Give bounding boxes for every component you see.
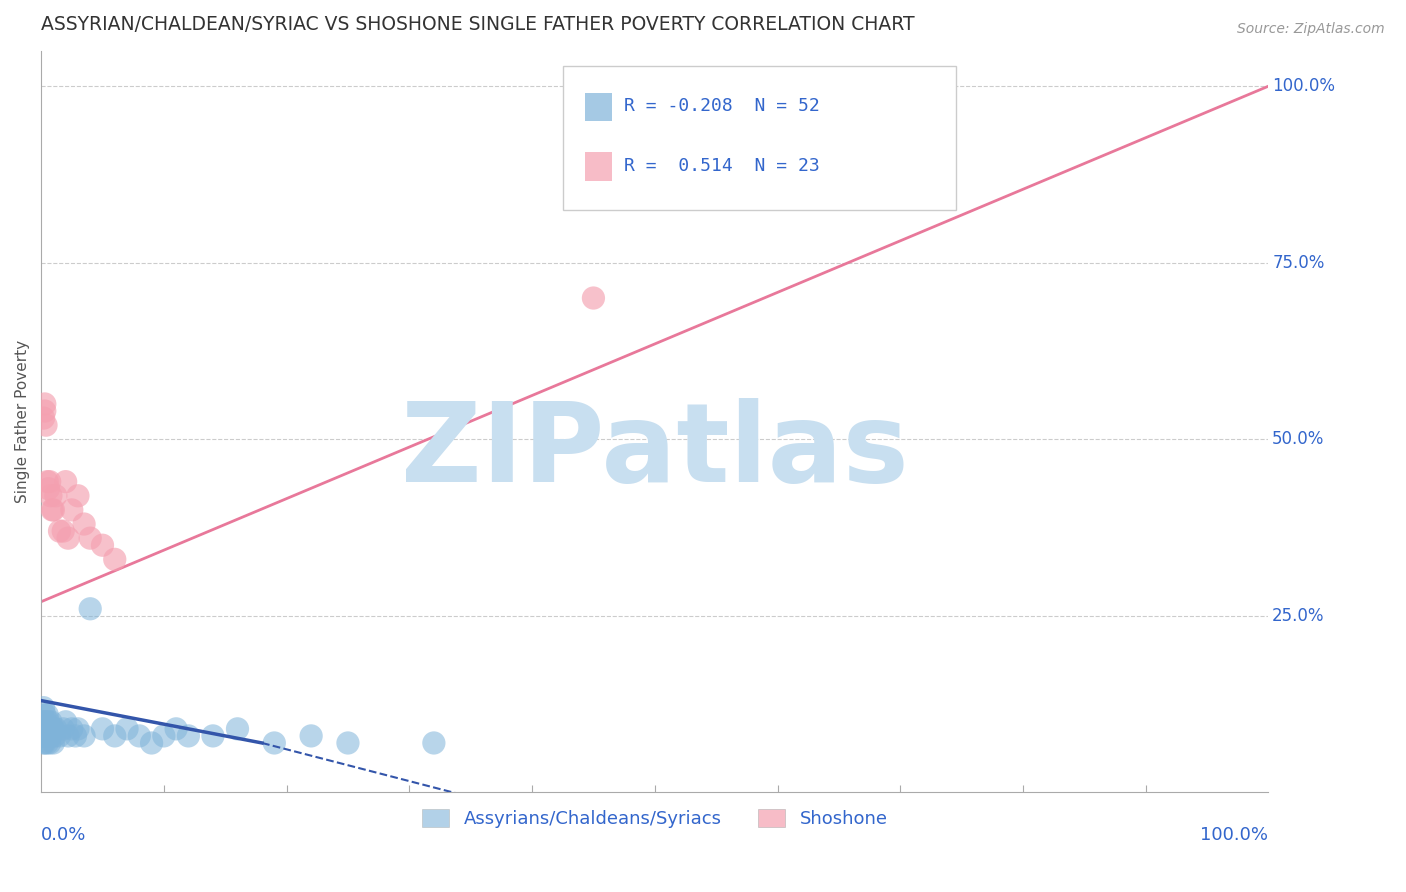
- Point: [44, 729, 66, 743]
- Point: [52, 524, 75, 538]
- Point: [34, 722, 56, 736]
- Point: [38, 722, 60, 736]
- Point: [35, 722, 58, 736]
- Text: 50.0%: 50.0%: [1272, 430, 1324, 449]
- Point: [60, 722, 83, 736]
- Point: [55, 475, 77, 489]
- Point: [65, 729, 87, 743]
- Point: [38, 736, 60, 750]
- Point: [37, 714, 59, 729]
- Point: [37, 736, 59, 750]
- Point: [37, 729, 59, 743]
- Bar: [585, 153, 612, 180]
- Y-axis label: Single Father Poverty: Single Father Poverty: [15, 340, 30, 503]
- Point: [38, 475, 60, 489]
- Point: [32, 722, 55, 736]
- Point: [91, 538, 114, 552]
- Point: [32, 736, 55, 750]
- Point: [35, 729, 58, 743]
- Point: [34, 404, 56, 418]
- Point: [34, 729, 56, 743]
- Point: [32, 729, 55, 743]
- Point: [201, 729, 224, 743]
- Point: [73, 516, 96, 531]
- Point: [141, 736, 163, 750]
- Point: [115, 722, 138, 736]
- Point: [60, 503, 83, 517]
- Point: [423, 736, 446, 750]
- Point: [48, 729, 70, 743]
- Point: [889, 164, 911, 178]
- Text: 25.0%: 25.0%: [1272, 607, 1324, 624]
- Point: [39, 714, 62, 729]
- Text: 0.0%: 0.0%: [41, 826, 87, 844]
- Text: Source: ZipAtlas.com: Source: ZipAtlas.com: [1237, 22, 1385, 37]
- Text: R = -0.208  N = 52: R = -0.208 N = 52: [624, 97, 820, 115]
- Text: R =  0.514  N = 23: R = 0.514 N = 23: [624, 157, 820, 175]
- Point: [104, 729, 127, 743]
- Point: [153, 729, 176, 743]
- Text: 100.0%: 100.0%: [1272, 77, 1336, 95]
- Point: [39, 489, 62, 503]
- Point: [31, 714, 53, 729]
- Point: [39, 729, 62, 743]
- Point: [42, 722, 65, 736]
- Point: [226, 722, 249, 736]
- Point: [104, 552, 127, 566]
- Point: [128, 729, 150, 743]
- Point: [73, 729, 96, 743]
- Point: [56, 729, 79, 743]
- Text: ZIPatlas: ZIPatlas: [401, 398, 908, 505]
- Point: [263, 736, 285, 750]
- Text: 75.0%: 75.0%: [1272, 253, 1324, 272]
- Point: [91, 722, 114, 736]
- Text: 100.0%: 100.0%: [1201, 826, 1268, 844]
- Point: [34, 707, 56, 722]
- Point: [42, 736, 65, 750]
- Point: [299, 729, 322, 743]
- Point: [52, 722, 75, 736]
- Point: [32, 411, 55, 425]
- Point: [35, 418, 58, 433]
- Point: [177, 729, 200, 743]
- Point: [48, 524, 70, 538]
- Point: [66, 489, 89, 503]
- Point: [34, 736, 56, 750]
- Point: [55, 714, 77, 729]
- Point: [79, 531, 101, 545]
- Point: [56, 531, 79, 545]
- Point: [31, 722, 53, 736]
- Point: [32, 714, 55, 729]
- Point: [45, 489, 67, 503]
- Point: [41, 722, 63, 736]
- Point: [35, 714, 58, 729]
- Point: [42, 503, 65, 517]
- Point: [37, 722, 59, 736]
- Point: [41, 503, 63, 517]
- Point: [336, 736, 359, 750]
- Text: ASSYRIAN/CHALDEAN/SYRIAC VS SHOSHONE SINGLE FATHER POVERTY CORRELATION CHART: ASSYRIAN/CHALDEAN/SYRIAC VS SHOSHONE SIN…: [41, 15, 915, 34]
- Legend: Assyrians/Chaldeans/Syriacs, Shoshone: Assyrians/Chaldeans/Syriacs, Shoshone: [415, 802, 894, 835]
- Point: [37, 475, 59, 489]
- Point: [31, 729, 53, 743]
- Point: [45, 722, 67, 736]
- Point: [66, 722, 89, 736]
- Point: [32, 700, 55, 714]
- FancyBboxPatch shape: [562, 66, 956, 211]
- Bar: [585, 93, 612, 121]
- Point: [165, 722, 187, 736]
- Point: [79, 601, 101, 615]
- Point: [37, 482, 59, 496]
- Point: [34, 397, 56, 411]
- Point: [37, 707, 59, 722]
- Point: [582, 291, 605, 305]
